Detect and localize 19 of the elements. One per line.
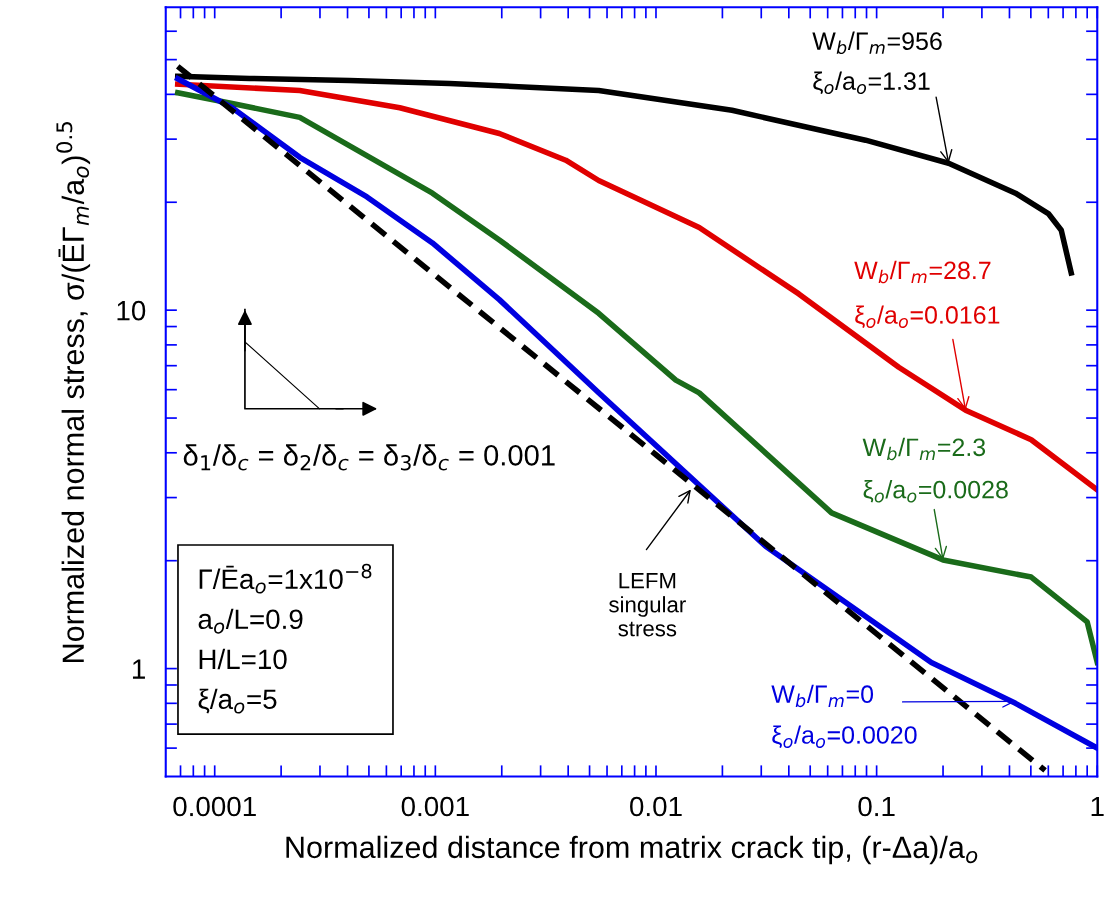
annotation: W$_{b}$/Γ$_{m}$=28.7 — [854, 260, 991, 284]
annotation: ξ$_{o}$/a$_{o}$=0.0161 — [855, 305, 1000, 328]
y-tick-label: 10 — [117, 300, 146, 321]
x-tick-label: 0.1 — [858, 796, 895, 817]
y-axis-title: Normalized normal stress, σ/(ĒΓ$_{m}$/a$_{o}$)$^{0.5}$ — [56, 122, 91, 662]
text: Γ/Ēa$_{o}$=1x10$^{−8}$ a$_{o}$/L=0.9 H/L=10 ξ/a$_{o}$=5 — [198, 563, 372, 714]
text: δ$_{1}$/δ$_{c}$ = δ$_{2}$/δ$_{c}$ = δ$_{3}$/δ$_{c}$ = 0.001 — [183, 444, 555, 471]
x-tick-label: 0.01 — [630, 796, 682, 817]
annotation: ξ$_{o}$/a$_{o}$=0.0028 — [863, 480, 1008, 503]
x-tick-label: 0.001 — [401, 796, 469, 817]
annotation: W$_{b}$/Γ$_{m}$=0 — [771, 684, 874, 708]
annotation: LEFM singular stress — [609, 573, 686, 637]
x-axis-title: Normalized distance from matrix crack tip, (r-Δa)/a$_{o}$ — [286, 835, 978, 865]
annotation: ξ$_{o}$/a$_{o}$=0.0020 — [772, 725, 917, 748]
x-tick-label: 0.0001 — [173, 796, 256, 817]
annotation: ξ$_{o}$/a$_{o}$=1.31 — [813, 71, 930, 95]
annotation: W$_{b}$/Γ$_{m}$=956 — [812, 31, 942, 55]
x-tick-label: 1 — [1091, 796, 1104, 817]
annotation: W$_{b}$/Γ$_{m}$=2.3 — [862, 437, 986, 461]
